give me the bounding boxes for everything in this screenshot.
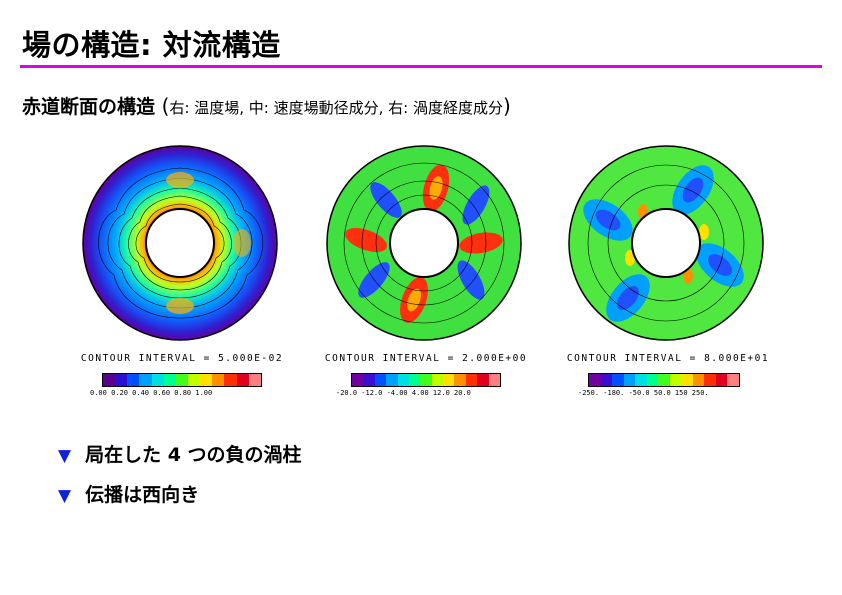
temperature-contour-interval: CONTOUR INTERVAL = 5.000E-02	[80, 353, 284, 364]
colorbar-swatch	[612, 374, 624, 386]
colorbar-swatch	[386, 374, 398, 386]
colorbar-swatch	[139, 374, 152, 386]
vorticity-colorbar	[588, 373, 740, 387]
radial-velocity-panel: CONTOUR INTERVAL = 2.000E+00 -20.0 -12.0…	[296, 140, 556, 410]
colorbar-swatch	[589, 374, 601, 386]
colorbar-swatch	[151, 374, 164, 386]
colorbar-swatch	[363, 374, 375, 386]
colorbar-swatch	[212, 374, 225, 386]
colorbar-swatch	[408, 374, 421, 386]
colorbar-swatch	[727, 374, 739, 386]
bullet-item: ▼ 局在した 4 つの負の渦柱	[58, 440, 302, 467]
colorbar-swatch	[715, 374, 728, 386]
colorbar-swatch	[374, 374, 387, 386]
colorbar-swatch	[187, 374, 201, 386]
subtitle-open-paren: (	[161, 94, 170, 118]
vorticity-contour-interval: CONTOUR INTERVAL = 8.000E+01	[566, 353, 770, 364]
page-title: 場の構造: 対流構造	[22, 28, 281, 62]
bullet-text: 局在した 4 つの負の渦柱	[85, 444, 302, 466]
temperature-panel: CONTOUR INTERVAL = 5.000E-02 0.00 0.20 0…	[52, 140, 312, 410]
colorbar-swatch	[397, 374, 409, 386]
subtitle-close-paren: )	[503, 94, 511, 118]
bullet-item: ▼ 伝播は西向き	[58, 480, 199, 507]
bullet-text: 伝播は西向き	[85, 484, 200, 506]
colorbar-swatch	[236, 374, 249, 386]
radial-velocity-contour-interval: CONTOUR INTERVAL = 2.000E+00	[324, 353, 528, 364]
colorbar-swatch	[420, 374, 432, 386]
radial-velocity-colorbar	[351, 373, 501, 387]
radial-velocity-contour-plot	[326, 145, 522, 341]
temperature-colorbar	[102, 373, 262, 387]
colorbar-swatch	[352, 374, 364, 386]
subtitle-main: 赤道断面の構造	[22, 96, 156, 118]
colorbar-swatch	[669, 374, 682, 386]
triangle-bullet-icon: ▼	[58, 446, 72, 466]
colorbar-swatch	[248, 374, 261, 386]
colorbar-swatch	[103, 374, 116, 386]
colorbar-swatch	[704, 374, 716, 386]
vorticity-panel: CONTOUR INTERVAL = 8.000E+01 -250. -180.…	[538, 140, 798, 410]
vorticity-colorbar-ticks: -250. -180. -50.0 50.0 150 250.	[578, 389, 709, 397]
vorticity-contour-plot	[568, 145, 764, 341]
temperature-colorbar-ticks: 0.00 0.20 0.40 0.60 0.80 1.00	[90, 389, 213, 397]
colorbar-swatch	[224, 374, 237, 386]
colorbar-swatch	[465, 374, 478, 386]
temperature-contour-plot	[82, 145, 278, 341]
colorbar-swatch	[443, 374, 455, 386]
colorbar-swatch	[477, 374, 489, 386]
colorbar-swatch	[454, 374, 466, 386]
colorbar-swatch	[635, 374, 647, 386]
colorbar-swatch	[658, 374, 670, 386]
section-subtitle: 赤道断面の構造 (右: 温度場, 中: 速度場動径成分, 右: 渦度経度成分)	[22, 92, 511, 119]
colorbar-swatch	[175, 374, 188, 386]
radial-velocity-colorbar-ticks: -20.0 -12.0 -4.00 4.00 12.0 20.0	[336, 389, 471, 397]
colorbar-swatch	[692, 374, 705, 386]
subtitle-detail: 右: 温度場, 中: 速度場動径成分, 右: 渦度経度成分	[169, 99, 503, 117]
colorbar-swatch	[163, 374, 176, 386]
title-underline	[20, 65, 822, 68]
colorbar-swatch	[623, 374, 636, 386]
colorbar-swatch	[200, 374, 213, 386]
colorbar-swatch	[115, 374, 128, 386]
colorbar-swatch	[431, 374, 443, 386]
colorbar-swatch	[681, 374, 693, 386]
colorbar-swatch	[127, 374, 140, 386]
colorbar-swatch	[646, 374, 659, 386]
colorbar-swatch	[488, 374, 500, 386]
triangle-bullet-icon: ▼	[58, 486, 72, 506]
colorbar-swatch	[600, 374, 613, 386]
